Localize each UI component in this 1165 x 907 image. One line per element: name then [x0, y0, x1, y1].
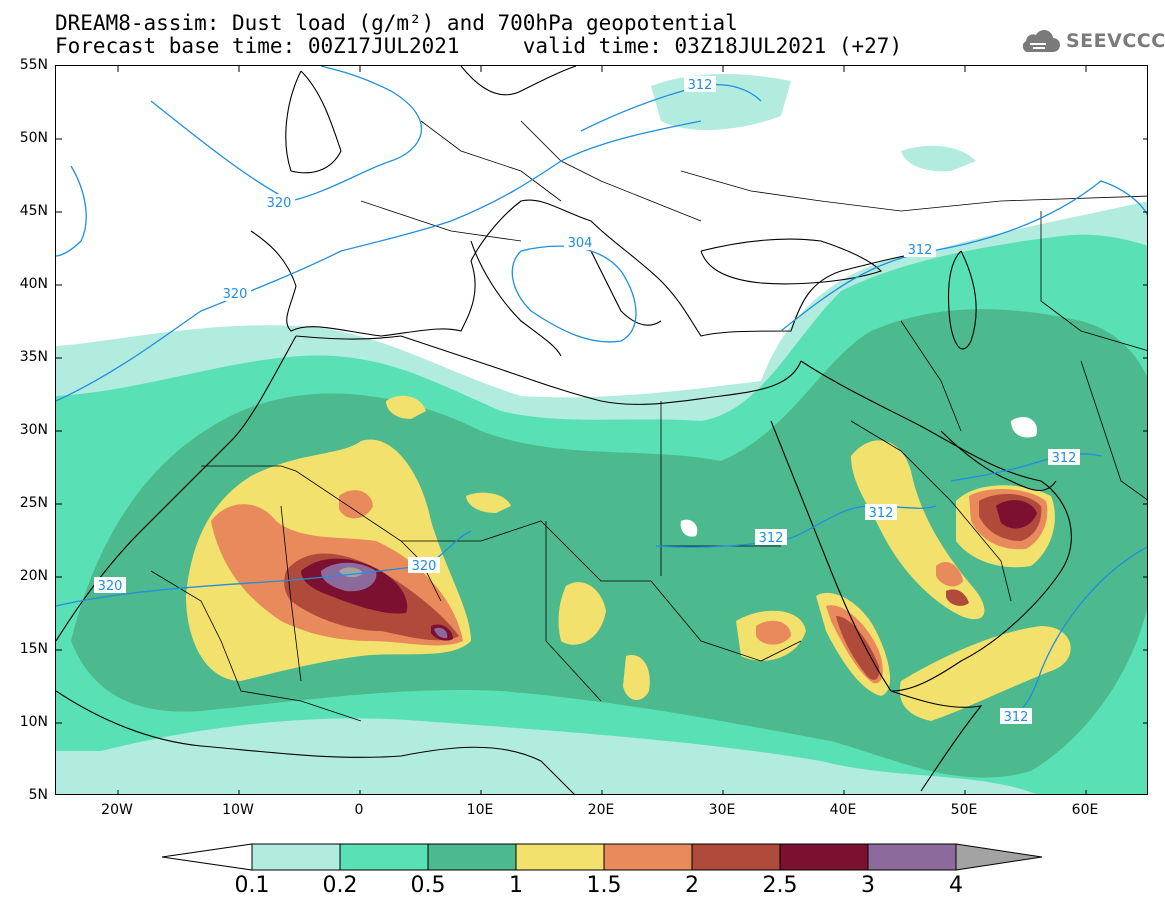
colorbar-bin-1 — [515, 843, 605, 871]
colorbar-bin-3 — [867, 843, 957, 871]
colorbar-bin-2.5 — [779, 843, 869, 871]
colorbar-bin-0.2 — [339, 843, 429, 871]
coastline-arabia — [800, 360, 1072, 692]
lat-label-25n: 25N — [19, 495, 48, 511]
map-title: DREAM8-assim: Dust load (g/m²) and 700hP… — [55, 11, 738, 35]
lon-label-40e: 40E — [829, 802, 857, 818]
lon-label-20w: 20W — [101, 802, 133, 818]
colorbar-bin-2 — [691, 843, 781, 871]
coastline-red-sea — [770, 420, 892, 692]
seevccc-logo: SEEVCCC — [1018, 26, 1165, 56]
lon-label-20e: 20E — [587, 802, 615, 818]
colorbar-label-2.5: 2.5 — [762, 873, 798, 898]
lat-label-5n: 5N — [28, 787, 48, 803]
contour-304 — [511, 245, 637, 343]
dust-layer-0.1-north — [651, 74, 791, 131]
contour-320-northwest — [150, 66, 423, 202]
border-chad — [545, 521, 602, 702]
contour-312-mideast — [780, 180, 1147, 332]
lat-label-55n: 55N — [19, 57, 48, 73]
lon-label-0: 0 — [354, 802, 364, 818]
coastline-scandinavia — [460, 66, 577, 96]
coastline-guinea — [56, 690, 575, 794]
contour-312-gulf — [950, 453, 1102, 482]
coastline-africa-horn — [890, 690, 983, 792]
contour-label-320-iberia: 320 — [223, 287, 248, 302]
lat-label-45n: 45N — [19, 203, 48, 219]
border-central-asia — [1040, 211, 1147, 351]
border-europe-b — [520, 120, 702, 222]
coastline-north-africa — [295, 335, 802, 405]
axis-ticks — [56, 66, 1147, 794]
border-iran-iraq — [900, 320, 962, 432]
coastline-persian-gulf — [940, 430, 1057, 491]
lon-label-30e: 30E — [708, 802, 736, 818]
colorbar-label-0.5: 0.5 — [410, 873, 446, 898]
colorbar-label-3: 3 — [861, 873, 875, 898]
coastline-uk — [285, 70, 342, 174]
contour-label-312-gulf: 312 — [1052, 451, 1077, 466]
contour-label-304: 304 — [568, 236, 593, 251]
colorbar-bin-0.1 — [251, 843, 341, 871]
coastline-greece — [590, 250, 662, 326]
contour-312-sudan — [655, 505, 937, 548]
lat-label-15n: 15N — [19, 641, 48, 657]
colorbar-label-1: 1 — [509, 873, 523, 898]
map-subtitle: Forecast base time: 00Z17JUL2021 valid t… — [55, 34, 903, 58]
colorbar-bin-0.5 — [427, 843, 517, 871]
lat-label-40n: 40N — [19, 276, 48, 292]
coastline-caspian — [948, 250, 977, 350]
border-sahara-c — [401, 520, 651, 582]
colorbar-label-4: 4 — [949, 873, 963, 898]
contour-320-iberia — [56, 120, 702, 402]
contour-label-320-northwest: 320 — [267, 196, 292, 211]
contour-label-312-arabia: 312 — [869, 506, 894, 521]
border-sudan — [650, 580, 802, 662]
dust-map: 312 320 320 320 304 312 312 312 312 312 … — [55, 65, 1148, 795]
lat-label-50n: 50N — [19, 130, 48, 146]
border-russia — [680, 170, 1147, 212]
lat-label-10n: 10N — [19, 714, 48, 730]
colorbar-bin-1.5 — [603, 843, 693, 871]
lat-label-20n: 20N — [19, 568, 48, 584]
lon-label-10e: 10E — [466, 802, 494, 818]
border-sahara-b — [280, 505, 302, 682]
lat-label-35n: 35N — [19, 349, 48, 365]
border-afghanistan — [1080, 360, 1147, 501]
colorbar-over-arrow — [955, 843, 1043, 871]
border-europe-a — [360, 200, 522, 242]
contour-label-320-sahel: 320 — [98, 579, 123, 594]
lon-label-60e: 60E — [1071, 802, 1099, 818]
cloud-icon — [1022, 30, 1060, 52]
map-canvas: 312 320 320 320 304 312 312 312 312 312 … — [56, 66, 1147, 794]
colorbar-label-1.5: 1.5 — [586, 873, 622, 898]
colorbar-label-2: 2 — [685, 873, 699, 898]
colorbar-under-arrow — [161, 843, 253, 871]
contour-label-312-caucasus: 312 — [908, 243, 933, 258]
dust-layer-3 — [321, 562, 377, 592]
coastline-west-europe — [250, 199, 932, 337]
lon-label-10w: 10W — [222, 802, 254, 818]
colorbar — [161, 843, 1043, 871]
contour-label-320-niger: 320 — [412, 559, 437, 574]
contour-312-west — [56, 165, 87, 257]
contour-label-312-north: 312 — [688, 78, 713, 93]
border-saudi — [850, 420, 1012, 602]
contour-label-312-sudan: 312 — [759, 531, 784, 546]
lat-label-30n: 30N — [19, 422, 48, 438]
colorbar-label-0.1: 0.1 — [234, 873, 270, 898]
border-europe-c — [420, 120, 562, 202]
contour-label-312-oman: 312 — [1004, 710, 1029, 725]
coastline-italy — [470, 240, 562, 357]
logo-text: SEEVCCC — [1066, 30, 1165, 52]
lon-label-50e: 50E — [950, 802, 978, 818]
coastline-black-sea — [700, 238, 883, 285]
colorbar-label-0.2: 0.2 — [322, 873, 358, 898]
border-west-africa — [150, 570, 362, 722]
